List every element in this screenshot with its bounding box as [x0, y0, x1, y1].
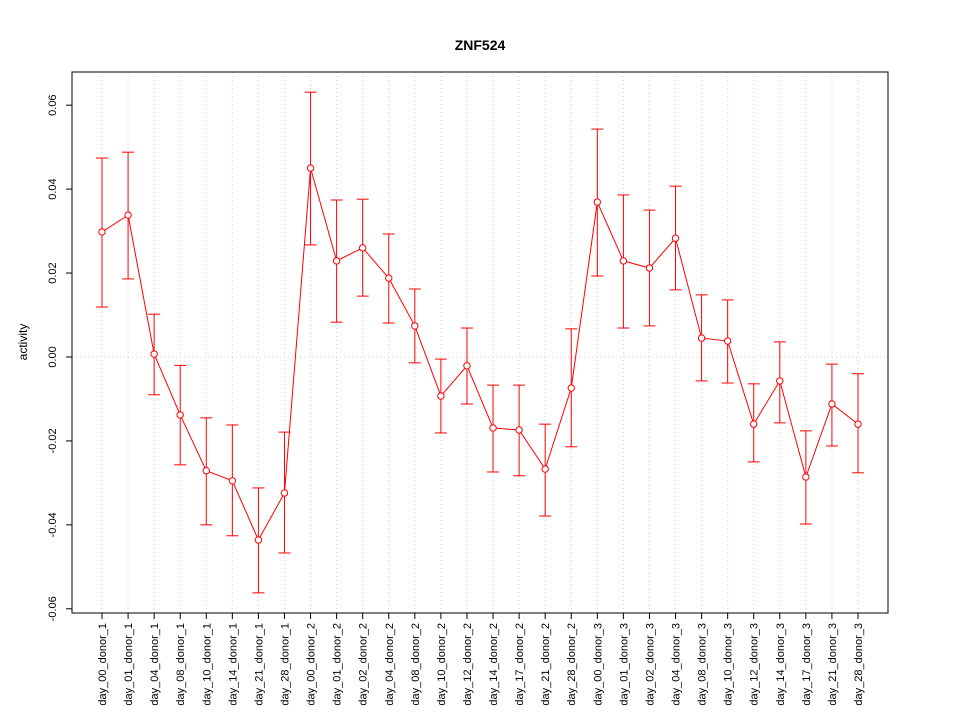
data-point — [150, 350, 158, 358]
y-tick-label: 0.00 — [47, 346, 59, 367]
series — [96, 91, 864, 594]
data-point — [750, 420, 758, 428]
y-tick-label: -0.06 — [47, 596, 59, 621]
y-tick-label: 0.02 — [47, 262, 59, 283]
data-point — [619, 257, 628, 265]
data-point — [671, 234, 680, 242]
data-point — [332, 257, 341, 265]
x-tick-label: day_00_donor_2 — [306, 623, 318, 706]
x-tick-label: day_12_donor_3 — [749, 623, 761, 706]
data-point — [124, 211, 132, 219]
x-tick-label: day_10_donor_1 — [201, 623, 213, 706]
y-axis-label: activity — [16, 324, 30, 361]
x-tick-label: day_14_donor_1 — [227, 623, 239, 706]
x-tick-label: day_08_donor_1 — [175, 623, 187, 706]
x-tick-label: day_02_donor_3 — [644, 623, 656, 706]
x-tick-label: day_08_donor_3 — [697, 623, 709, 706]
x-axis: day_00_donor_1 day_01_donor_1 day_04_donor… — [97, 612, 865, 706]
data-point — [723, 337, 732, 345]
data-point — [854, 420, 862, 428]
data-point — [228, 477, 237, 485]
data-point — [697, 334, 706, 342]
y-tick-label: -0.04 — [47, 512, 59, 537]
x-tick-label: day_21_donor_3 — [827, 623, 839, 706]
data-point — [489, 424, 497, 432]
data-point — [828, 400, 836, 408]
x-tick-label: day_04_donor_3 — [671, 623, 683, 706]
x-tick-label: day_10_donor_3 — [723, 623, 735, 706]
x-tick-label: day_02_donor_2 — [358, 623, 370, 706]
y-tick-label: -0.02 — [47, 428, 59, 453]
x-tick-label: day_12_donor_2 — [462, 623, 474, 706]
data-point — [802, 473, 810, 481]
chart-title: ZNF524 — [455, 37, 506, 53]
data-point — [98, 228, 106, 236]
x-tick-label: day_04_donor_1 — [149, 623, 161, 706]
x-tick-label: day_10_donor_2 — [436, 623, 448, 706]
y-tick-label: 0.06 — [47, 94, 59, 115]
x-tick-label: day_00_donor_1 — [97, 623, 109, 706]
x-tick-label: day_01_donor_1 — [123, 623, 135, 706]
data-point — [202, 467, 210, 475]
data-point — [385, 274, 393, 282]
grid — [72, 72, 888, 613]
x-tick-label: day_17_donor_2 — [514, 623, 526, 706]
x-tick-label: day_04_donor_2 — [384, 623, 396, 706]
data-point — [411, 322, 419, 330]
data-point — [541, 465, 549, 473]
data-point — [280, 489, 289, 497]
y-tick-label: 0.04 — [47, 178, 59, 199]
data-point — [306, 164, 315, 172]
x-tick-label: day_28_donor_3 — [853, 623, 865, 706]
data-point — [645, 264, 654, 272]
series-line — [101, 167, 859, 542]
data-point — [463, 362, 471, 370]
plot-frame — [71, 71, 889, 614]
x-tick-label: day_28_donor_1 — [279, 623, 291, 706]
x-tick-label: day_14_donor_2 — [488, 623, 500, 706]
x-tick-label: day_21_donor_2 — [540, 623, 552, 706]
x-tick-label: day_21_donor_1 — [253, 623, 265, 706]
data-point — [254, 536, 263, 544]
data-point — [358, 244, 367, 252]
data-point — [515, 426, 523, 434]
data-point — [176, 411, 184, 419]
x-tick-label: day_08_donor_2 — [410, 623, 422, 706]
data-point — [567, 384, 575, 392]
y-axis: -0.06 -0.04 -0.02 0.00 0.02 0.04 0.06 — [47, 94, 73, 621]
data-point — [593, 198, 602, 206]
x-tick-label: day_14_donor_3 — [775, 623, 787, 706]
data-point — [437, 392, 445, 400]
x-tick-label: day_17_donor_3 — [801, 623, 813, 706]
x-tick-label: day_01_donor_2 — [332, 623, 344, 706]
x-tick-label: day_28_donor_2 — [566, 623, 578, 706]
x-tick-label: day_00_donor_3 — [592, 623, 604, 706]
data-point — [776, 377, 784, 385]
x-tick-label: day_01_donor_3 — [618, 623, 630, 706]
